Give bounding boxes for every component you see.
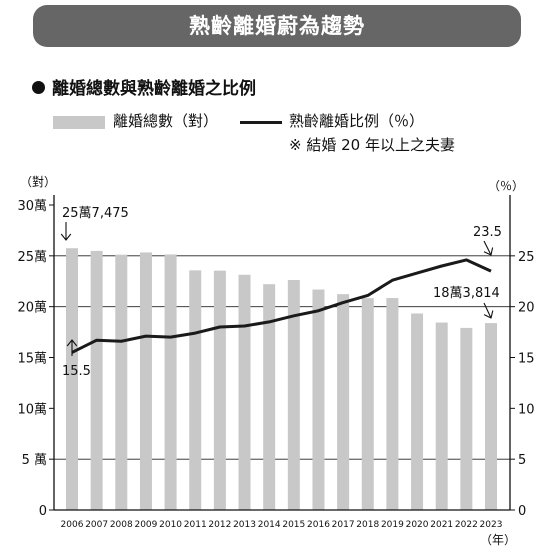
bar	[90, 250, 103, 510]
y-right-tick-label: 25	[518, 250, 535, 265]
bullet-dot-icon	[32, 81, 45, 94]
bar	[485, 323, 497, 510]
x-tick-label: 2015	[282, 520, 305, 530]
legend-bar-swatch	[53, 116, 105, 129]
bar	[164, 254, 177, 510]
annotation-first-line: 15.5	[62, 364, 91, 379]
y-left-tick-label: 20萬	[17, 301, 47, 316]
y-right-tick-label: 10	[518, 402, 535, 417]
arrow-last-bar-head	[483, 310, 494, 319]
x-tick-label: 2010	[159, 520, 182, 530]
y-right-tick-label: 20	[518, 301, 535, 316]
bar	[460, 327, 473, 510]
bar	[287, 279, 300, 510]
x-tick-label: 2014	[258, 520, 281, 530]
y-right-tick-label: 15	[518, 352, 535, 367]
bar	[189, 270, 202, 510]
legend-line-swatch	[240, 121, 282, 124]
arrow-first-bar-head	[60, 233, 72, 241]
x-tick-label: 2006	[61, 520, 84, 530]
annotation-first-bar: 25萬7,475	[62, 206, 129, 221]
y-left-tick-label: 10萬	[17, 402, 47, 417]
x-tick-label: 2013	[233, 520, 256, 530]
arrow-last-bar-shaft	[483, 302, 492, 319]
x-tick-label: 2011	[184, 520, 207, 530]
x-tick-label: 2012	[208, 520, 231, 530]
x-tick-label: 2007	[85, 520, 108, 530]
x-tick-label: 2019	[381, 520, 404, 530]
x-tick-label: 2022	[455, 520, 478, 530]
bar	[139, 252, 152, 511]
bar	[66, 248, 78, 510]
x-tick-label: 2016	[307, 520, 330, 530]
y-left-tick-label: 15萬	[17, 352, 47, 367]
x-tick-label: 2021	[430, 520, 453, 530]
y-left-tick-label: 5 萬	[22, 453, 47, 468]
y-right-tick-label: 5	[518, 453, 526, 468]
legend-bar-label: 離婚總數（對）	[113, 112, 219, 130]
title-banner: 熟齡離婚蔚為趨勢	[33, 5, 521, 47]
y-left-unit-label: （對）	[20, 175, 56, 189]
arrow-last-line-head	[483, 247, 494, 256]
bar	[263, 284, 276, 510]
bar	[435, 322, 448, 510]
bar	[213, 270, 226, 510]
bar	[312, 289, 325, 510]
chart-subtitle-row: 離婚總數與熟齡離婚之比例	[32, 74, 256, 99]
legend-line-label: 熟齡離婚比例（％）	[289, 112, 425, 130]
chart-subtitle: 離婚總數與熟齡離婚之比例	[52, 79, 256, 99]
y-right-tick-label: 0	[518, 504, 526, 519]
page-title: 熟齡離婚蔚為趨勢	[189, 14, 365, 38]
arrow-last-line-shaft	[483, 240, 492, 256]
y-right-unit-label: （％）	[488, 179, 524, 193]
x-tick-label: 2009	[134, 520, 157, 530]
annotation-last-line: 23.5	[473, 225, 502, 240]
x-tick-label: 2020	[406, 520, 429, 530]
x-tick-label: 2008	[110, 520, 133, 530]
bar	[411, 313, 424, 510]
x-tick-label: 2023	[480, 520, 503, 530]
bar	[337, 294, 350, 510]
bar	[386, 298, 399, 510]
annotation-last-bar: 18萬3,814	[433, 286, 500, 301]
bar	[238, 274, 251, 510]
x-tick-label: 2017	[332, 520, 355, 530]
x-unit-label: （年）	[480, 533, 516, 547]
y-left-tick-label: 30萬	[17, 199, 47, 214]
line-series	[71, 258, 492, 354]
x-tick-label: 2018	[356, 520, 379, 530]
y-left-tick-label: 0	[39, 504, 47, 519]
bar	[115, 254, 128, 510]
y-left-tick-label: 25萬	[17, 250, 47, 265]
legend-note: ※ 結婚 20 年以上之夫妻	[289, 136, 455, 154]
bar	[361, 298, 374, 510]
arrow-first-line-head	[66, 339, 78, 347]
